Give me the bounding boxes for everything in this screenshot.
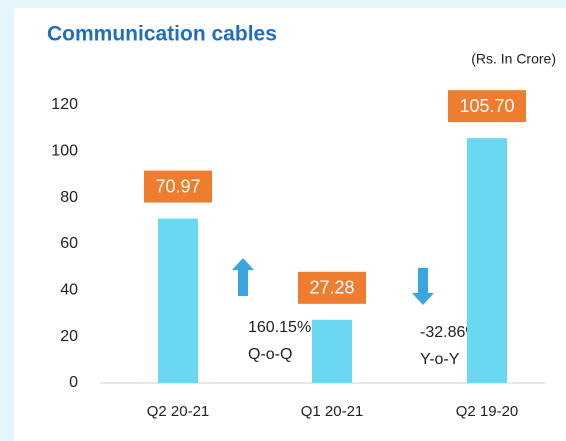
up-arrow <box>232 258 254 296</box>
yoy-change: -32.86% <box>420 324 480 341</box>
y-tick-label: 100 <box>51 143 78 160</box>
value-label: 70.97 <box>155 176 200 196</box>
qoq-label: Q-o-Q <box>248 346 292 363</box>
value-label-box <box>144 170 212 203</box>
value-label: 27.28 <box>309 278 354 298</box>
value-label-box <box>448 90 526 123</box>
x-tick-label: Q2 19-20 <box>456 403 519 420</box>
y-tick-label: 80 <box>60 189 78 206</box>
unit-label: (Rs. In Crore) <box>471 51 556 67</box>
bar <box>312 319 352 383</box>
y-tick-label: 40 <box>60 282 78 299</box>
bar <box>158 218 198 383</box>
down-arrow <box>412 268 434 305</box>
x-tick-label: Q1 20-21 <box>301 403 364 420</box>
y-tick-label: 120 <box>51 96 78 113</box>
x-tick-label: Q2 20-21 <box>147 403 210 420</box>
qoq-change: 160.15% <box>248 319 311 336</box>
y-tick-label: 0 <box>69 374 78 391</box>
y-tick-label: 60 <box>60 235 78 252</box>
yoy-label: Y-o-Y <box>420 351 460 368</box>
y-tick-label: 20 <box>60 328 78 345</box>
bar <box>467 138 507 383</box>
value-label-box <box>298 271 366 304</box>
value-label: 105.70 <box>459 96 514 116</box>
chart-title: Communication cables <box>47 23 277 46</box>
